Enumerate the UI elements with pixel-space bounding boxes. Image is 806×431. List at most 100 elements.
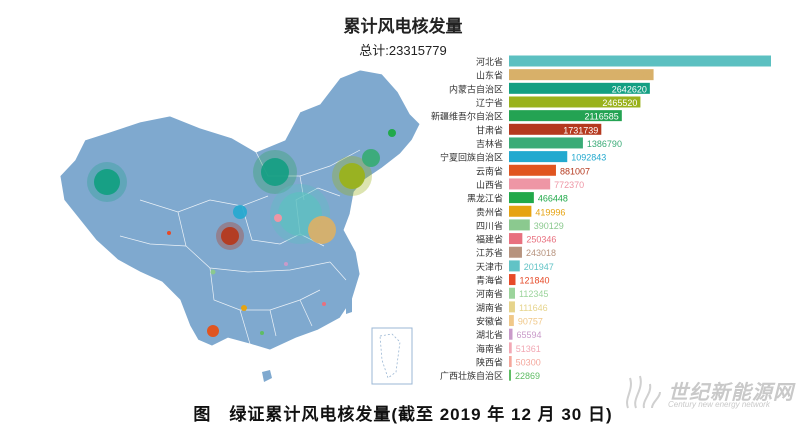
bar-value-label: 50300: [516, 358, 541, 368]
bubble-heilongjiang: [388, 129, 396, 137]
bubble-ningxia: [233, 205, 247, 219]
south-sea-inset: [371, 327, 413, 385]
bar-value-label: 111646: [519, 303, 548, 313]
bar-category-label: 海南省: [476, 343, 503, 354]
bar-category-label: 四川省: [476, 220, 503, 231]
bar-value-label: 65594: [516, 330, 541, 340]
bar: [509, 205, 532, 217]
bar: [509, 137, 583, 149]
bar-category-label: 安徽省: [476, 316, 503, 327]
watermark-subtext: Century new energy network: [668, 400, 770, 409]
bar-value-label: 466448: [538, 194, 568, 204]
bar: [509, 287, 515, 299]
bubble-shanxi: [274, 214, 282, 222]
bar-value-label: 112345: [519, 289, 548, 299]
bubble-yunnan: [207, 325, 219, 337]
bar-category-label: 贵州省: [476, 206, 503, 217]
bubble-guangxi: [260, 331, 264, 335]
bar-category-label: 吉林省: [476, 138, 503, 149]
bar-category-label: 福建省: [476, 234, 503, 245]
bar-value-label: 772370: [554, 180, 584, 190]
chart-title: 累计风电核发量: [343, 17, 463, 36]
bar: [509, 96, 641, 108]
bar: [509, 328, 513, 340]
bar-category-label: 云南省: [476, 165, 503, 176]
bar: [509, 178, 551, 190]
bar-value-label: 51361: [516, 344, 541, 354]
bar-value-label: 1386790: [587, 139, 622, 149]
bar: [509, 356, 512, 368]
bar-value-label: 2465520: [602, 98, 637, 108]
bar-category-label: 湖北省: [476, 329, 503, 340]
bar-value-label: 243018: [526, 248, 556, 258]
bubble-gansu: [221, 227, 239, 245]
bar: [509, 151, 568, 163]
chart-subtitle: 总计:23315779: [359, 43, 447, 58]
watermark-text: 世纪新能源网: [668, 382, 794, 404]
bar-value-label: 2712399: [616, 71, 651, 81]
bar-value-label: 390129: [534, 221, 564, 231]
bar-category-label: 河南省: [476, 288, 503, 299]
map-taiwan: [346, 296, 352, 314]
bar: [509, 260, 520, 272]
bar-category-label: 陕西省: [476, 357, 503, 368]
bar: [509, 110, 622, 122]
bar: [509, 192, 534, 204]
flame-icon: [626, 375, 661, 409]
bar-category-label: 内蒙古自治区: [449, 83, 503, 94]
bar-category-label: 辽宁省: [476, 97, 503, 108]
bar: [509, 274, 516, 286]
bar: [509, 69, 654, 81]
bar: [509, 55, 771, 67]
bar-category-label: 甘肃省: [476, 124, 503, 135]
watermark-logo: [626, 375, 661, 409]
bubble-sichuan: [210, 269, 216, 275]
bubble-qinghai: [167, 231, 171, 235]
bubble-liaoning: [339, 163, 365, 189]
bar-value-label: 2116585: [584, 112, 618, 122]
bar-value-label: 22869: [515, 371, 540, 381]
bar-value-label: 1092843: [571, 153, 606, 163]
bar: [509, 123, 602, 135]
figure-caption: 图 绿证累计风电核发量(截至 2019 年 12 月 30 日): [193, 405, 613, 424]
bar-layer: 河北省 4915310 山东省 2712399 内蒙古自治区 2642620 辽宁省 2465…: [431, 55, 771, 381]
bar-value-label: 250346: [526, 235, 556, 245]
bar-category-label: 宁夏回族自治区: [440, 152, 503, 163]
bar: [509, 164, 556, 176]
bar-value-label: 419996: [535, 207, 565, 217]
bar-category-label: 山东省: [476, 70, 503, 81]
bar: [509, 315, 514, 327]
bar: [509, 301, 515, 313]
bubble-neimenggu: [261, 158, 289, 186]
bar-category-label: 广西壮族自治区: [440, 370, 503, 381]
bar-category-label: 河北省: [476, 56, 503, 67]
bar-value-label: 4915310: [733, 57, 768, 67]
bar-value-label: 1731739: [563, 125, 598, 135]
bubble-jilin: [362, 149, 380, 167]
bar: [509, 246, 522, 258]
bar-category-label: 黑龙江省: [467, 193, 503, 204]
bar-category-label: 江苏省: [476, 247, 503, 258]
bar: [509, 219, 530, 231]
bar: [509, 82, 650, 94]
map-bubbles: [87, 129, 396, 337]
bar-value-label: 121840: [519, 276, 549, 286]
bar-category-label: 天津市: [476, 261, 503, 272]
bar-category-label: 青海省: [476, 275, 503, 286]
bar: [509, 233, 523, 245]
bubble-xinjiang: [94, 169, 120, 195]
bar-category-label: 山西省: [476, 179, 503, 190]
bubble-fujian: [322, 302, 326, 306]
bar-value-label: 201947: [524, 262, 554, 272]
bubble-hubei: [284, 262, 288, 266]
bar-category-label: 新疆维吾尔自治区: [431, 111, 503, 122]
bar-value-label: 2642620: [612, 84, 647, 94]
bar-value-label: 881007: [560, 166, 590, 176]
bar-value-label: 90757: [518, 317, 543, 327]
bubble-shandong: [308, 216, 336, 244]
bar: [509, 369, 511, 381]
bar: [509, 342, 512, 354]
bubble-guizhou: [241, 305, 247, 311]
